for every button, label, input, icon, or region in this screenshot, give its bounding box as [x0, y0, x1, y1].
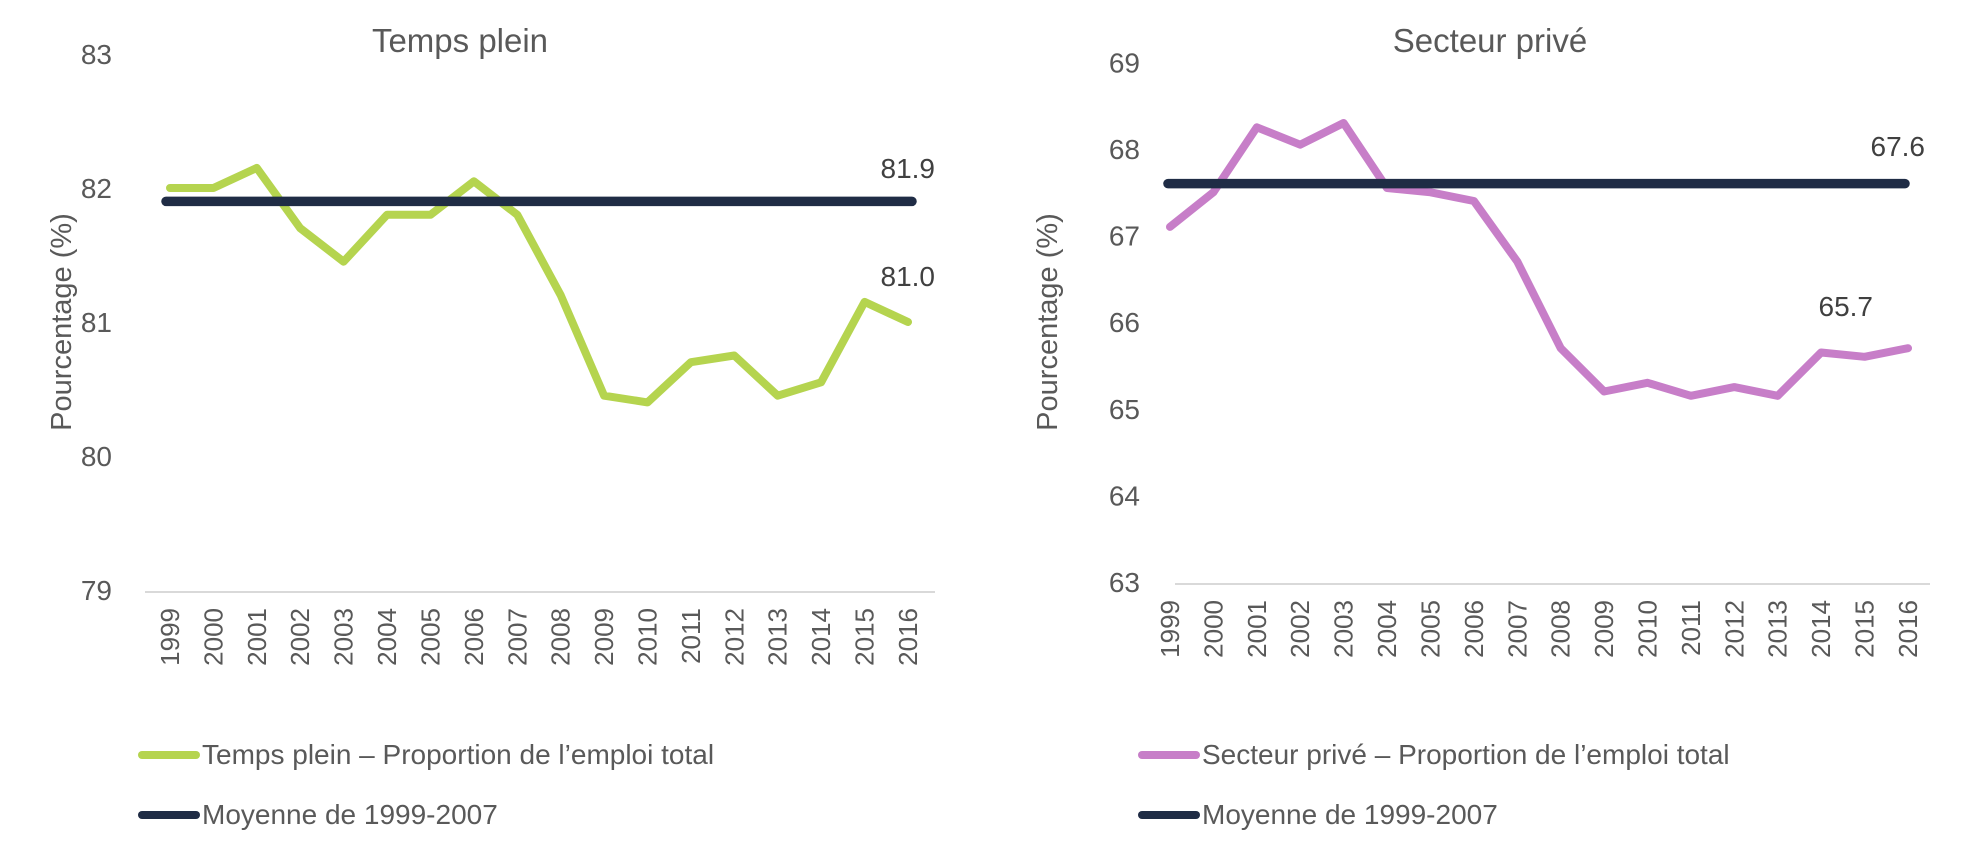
- mean-value-label: 67.6: [1871, 131, 1926, 162]
- plot-area: 69 68 67 66 65 64 63 1999 2000 2001 2002 2003 2004 20…: [1109, 47, 1930, 658]
- chart-temps-plein: Temps plein Pourcentage (%) 83 82 81 80 79 19…: [46, 22, 936, 854]
- x-tick-label: 2000: [1198, 600, 1228, 658]
- legend-label-mean: Moyenne de 1999-2007: [1202, 799, 1498, 830]
- x-tick-label: 2001: [242, 608, 272, 666]
- y-tick-label: 67: [1109, 221, 1140, 252]
- y-tick-label: 63: [1109, 567, 1140, 598]
- legend-swatch-mean-line: [1138, 811, 1200, 819]
- x-tick-label: 2004: [372, 608, 402, 666]
- x-tick-label: 2014: [1806, 600, 1836, 658]
- x-tick-label: 2015: [850, 608, 880, 666]
- x-tick-label: 2009: [589, 608, 619, 666]
- x-tick-label: 2005: [1415, 600, 1445, 658]
- x-tick-label: 2002: [285, 608, 315, 666]
- x-tick-label: 2016: [893, 608, 923, 666]
- generated-layer: 69 68 67 66 65 64 63 1999 2000 2001 2002 2003 2004 20…: [1109, 47, 1930, 658]
- y-tick-label: 82: [81, 173, 112, 204]
- series-line: [1166, 119, 1912, 400]
- legend-item-mean: Moyenne de 1999-2007: [1138, 794, 1730, 836]
- x-tick-label: 2009: [1589, 600, 1619, 658]
- x-tick-label: 2003: [329, 608, 359, 666]
- x-tick-label: 2007: [502, 608, 532, 666]
- final-value-label: 81.0: [881, 261, 936, 292]
- legend-label-series: Secteur privé – Proportion de l’emploi t…: [1202, 739, 1730, 770]
- series-line: [166, 163, 912, 407]
- legend: Secteur privé – Proportion de l’emploi t…: [1138, 734, 1730, 854]
- x-tick-label: 2002: [1285, 600, 1315, 658]
- x-tick-label: 2008: [546, 608, 576, 666]
- x-tick-label: 2000: [198, 608, 228, 666]
- y-tick-label: 81: [81, 307, 112, 338]
- generated-layer: 83 82 81 80 79 1999 2000 2001 2002 2003 2004 2005 20…: [81, 39, 935, 666]
- x-tick-label: 2011: [676, 608, 706, 664]
- x-tick-label: 1999: [1155, 600, 1185, 658]
- legend-label-series: Temps plein – Proportion de l’emploi tot…: [202, 739, 715, 770]
- x-tick-label: 2010: [1633, 600, 1663, 658]
- x-tick-label: 1999: [155, 608, 185, 666]
- y-tick-label: 66: [1109, 307, 1140, 338]
- legend-swatch-series-line: [1138, 751, 1200, 759]
- legend: Temps plein – Proportion de l’emploi tot…: [138, 734, 714, 854]
- legend-item-series: Secteur privé – Proportion de l’emploi t…: [1138, 734, 1730, 776]
- legend-swatch-series-line: [138, 751, 200, 759]
- mean-value-label: 81.9: [881, 153, 936, 184]
- y-tick-label: 69: [1109, 47, 1140, 78]
- y-tick-label: 83: [81, 39, 112, 70]
- chart-secteur-prive: Secteur privé Pourcentage (%) 69 68 67 66 65…: [985, 0, 1970, 864]
- y-tick-label: 64: [1109, 480, 1140, 511]
- x-tick-label: 2004: [1372, 600, 1402, 658]
- x-tick-label: 2006: [1459, 600, 1489, 658]
- y-tick-label: 80: [81, 441, 112, 472]
- legend-item-mean: Moyenne de 1999-2007: [138, 794, 714, 836]
- legend-label-mean: Moyenne de 1999-2007: [202, 799, 498, 830]
- chart-title: Temps plein: [371, 22, 549, 59]
- x-tick-label: 2010: [633, 608, 663, 666]
- x-tick-label: 2006: [459, 608, 489, 666]
- legend-item-series: Temps plein – Proportion de l’emploi tot…: [138, 734, 714, 776]
- x-tick-label: 2014: [806, 608, 836, 666]
- legend-swatch-mean-line: [138, 811, 200, 819]
- x-tick-label: 2001: [1242, 600, 1272, 658]
- x-tick-label: 2012: [719, 608, 749, 666]
- x-tick-label: 2013: [763, 608, 793, 666]
- x-tick-label: 2016: [1893, 600, 1923, 658]
- final-value-label: 65.7: [1819, 291, 1874, 322]
- x-tick-label: 2005: [415, 608, 445, 666]
- x-tick-label: 2012: [1719, 600, 1749, 658]
- y-tick-label: 68: [1109, 134, 1140, 165]
- x-tick-label: 2007: [1502, 600, 1532, 658]
- chart-title: Secteur privé: [1392, 22, 1588, 59]
- plot-area: 83 82 81 80 79 1999 2000 2001 2002 2003 2004 2005 20…: [81, 39, 936, 666]
- x-tick-label: 2011: [1676, 600, 1706, 656]
- x-tick-label: 2015: [1850, 600, 1880, 658]
- x-tick-label: 2013: [1763, 600, 1793, 658]
- x-tick-label: 2003: [1329, 600, 1359, 658]
- x-tick-label: 2008: [1546, 600, 1576, 658]
- y-tick-label: 65: [1109, 394, 1140, 425]
- y-tick-label: 79: [81, 575, 112, 606]
